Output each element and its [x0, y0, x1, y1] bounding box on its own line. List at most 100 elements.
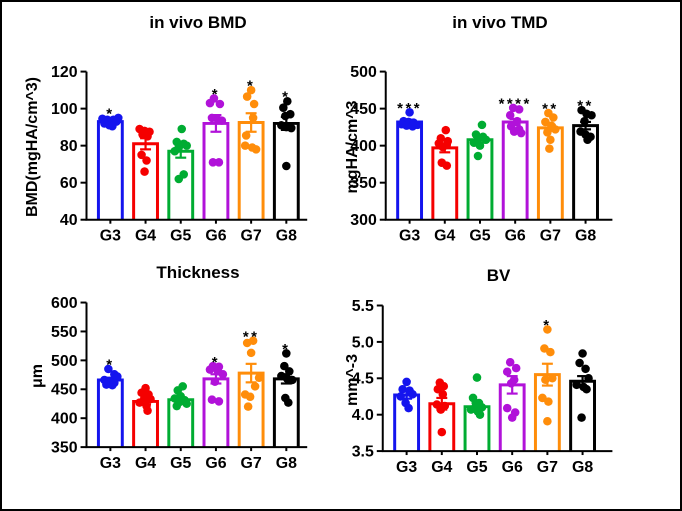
panel-thickness: Thickness μm * G3 G4 G5 * G6 ** G7 * G8 350 400 450 5…	[2, 256, 341, 510]
x-tick-label-G5: G5	[170, 454, 191, 471]
data-point-G5	[466, 404, 476, 414]
significance-stars-G8: **	[577, 99, 594, 115]
chart-title-thickness: Thickness	[156, 262, 240, 282]
data-point-G6	[509, 127, 519, 136]
data-point-G8	[287, 123, 296, 133]
data-point-G3	[113, 371, 122, 381]
significance-stars-G7: *	[543, 318, 551, 334]
x-tick-label-G5: G5	[466, 458, 487, 475]
data-point-G4	[437, 427, 447, 436]
thickness-chart: * G3 G4 G5 * G6 ** G7 * G8 350 400 450 500 550 600	[51, 295, 308, 471]
data-point-G8	[581, 364, 590, 373]
y-tick-label: 450	[51, 381, 78, 398]
data-point-G5	[174, 174, 184, 184]
y-tick-label: 4.0	[352, 407, 374, 424]
data-point-G6	[514, 105, 524, 114]
data-point-G6	[205, 98, 215, 108]
y-tick-label: 600	[51, 295, 78, 312]
data-point-G6	[210, 377, 220, 386]
data-point-G8	[279, 103, 288, 112]
data-point-G4	[140, 167, 149, 176]
significance-stars-G7: **	[542, 102, 559, 118]
tmd-chart: *** G3 G4 G5 **** G6 ** G7 ** G8 300 350 400 450 500	[350, 64, 613, 245]
y-tick-label: 350	[350, 175, 377, 192]
significance-stars-G8: *	[282, 342, 290, 358]
data-point-G7	[541, 374, 550, 384]
y-tick-label: 120	[51, 64, 78, 81]
x-tick-label-G7: G7	[241, 454, 262, 471]
data-point-G5	[468, 393, 478, 402]
bar-G8	[272, 121, 300, 220]
bar-G3	[96, 120, 124, 220]
bar-G5	[167, 149, 195, 220]
significance-stars-G3: ***	[397, 101, 422, 117]
data-point-G5	[472, 372, 482, 382]
data-point-G6	[215, 99, 225, 109]
data-point-G8	[582, 384, 591, 393]
data-point-G5	[177, 124, 187, 134]
x-tick-label-G6: G6	[502, 458, 523, 475]
x-tick-label-G3: G3	[396, 458, 417, 475]
data-point-G7	[551, 125, 560, 134]
x-tick-label-G6: G6	[205, 454, 226, 471]
x-tick-label-G4: G4	[135, 228, 156, 245]
data-point-G8	[288, 375, 297, 384]
y-tick-label: 550	[51, 323, 78, 340]
data-point-G4	[146, 394, 155, 403]
data-point-G7	[545, 144, 554, 153]
axes	[384, 71, 613, 221]
significance-stars-G3: *	[106, 106, 114, 122]
data-point-G5	[475, 141, 485, 150]
bmd-chart: * G3 G4 G5 * G6 * G7 * G8 40 60 80 100 120	[51, 64, 308, 245]
data-point-G7	[254, 372, 264, 382]
bar-G6	[202, 121, 230, 220]
data-point-G5	[182, 141, 191, 150]
data-point-G3	[405, 108, 414, 117]
data-point-G6	[214, 396, 224, 406]
data-point-G4	[438, 142, 448, 152]
y-tick-label: 100	[51, 101, 78, 118]
data-point-G5	[477, 120, 487, 130]
data-point-G6	[214, 158, 224, 167]
data-point-G3	[108, 121, 117, 131]
x-tick-label-G7: G7	[540, 228, 561, 245]
data-point-G7	[543, 416, 552, 425]
data-point-G8	[583, 135, 592, 144]
data-point-G5	[172, 401, 182, 410]
significance-stars-G7: **	[243, 329, 260, 345]
data-point-G6	[511, 363, 521, 372]
chart-title-tmd: in vivo TMD	[452, 13, 548, 32]
data-point-G6	[208, 158, 218, 167]
data-point-G4	[143, 405, 152, 415]
data-point-G6	[505, 111, 515, 120]
x-tick-label-G8: G8	[575, 228, 596, 245]
bar-G3	[96, 378, 124, 447]
data-point-G6	[218, 369, 228, 379]
data-point-G7	[548, 373, 557, 383]
y-tick-label: 400	[350, 138, 377, 155]
data-point-G7	[251, 145, 261, 154]
x-tick-label-G4: G4	[431, 458, 452, 475]
data-point-G3	[408, 389, 417, 399]
x-tick-label-G8: G8	[572, 458, 593, 475]
x-tick-label-G5: G5	[469, 228, 490, 245]
y-tick-label: 5.5	[352, 297, 374, 314]
y-tick-label: 60	[60, 175, 78, 192]
x-tick-label-G3: G3	[100, 228, 121, 245]
data-point-G3	[404, 403, 413, 412]
y-tick-label: 500	[350, 64, 377, 81]
data-point-G7	[549, 113, 558, 122]
y-tick-label: 400	[51, 410, 78, 427]
data-point-G7	[243, 401, 253, 411]
data-point-G6	[506, 378, 516, 388]
data-point-G3	[104, 364, 113, 373]
data-point-G4	[135, 397, 144, 407]
y-tick-label: 300	[350, 212, 377, 229]
data-point-G6	[207, 394, 217, 404]
data-point-G8	[580, 116, 589, 126]
data-point-G4	[143, 132, 152, 141]
significance-stars-G8: *	[282, 90, 290, 106]
y-tick-label: 5.0	[352, 334, 374, 351]
panel-in-vivo-tmd: in vivo TMD mgHA/cm^3 *** G3 G4 G5 **** G6 ** G…	[341, 2, 680, 256]
